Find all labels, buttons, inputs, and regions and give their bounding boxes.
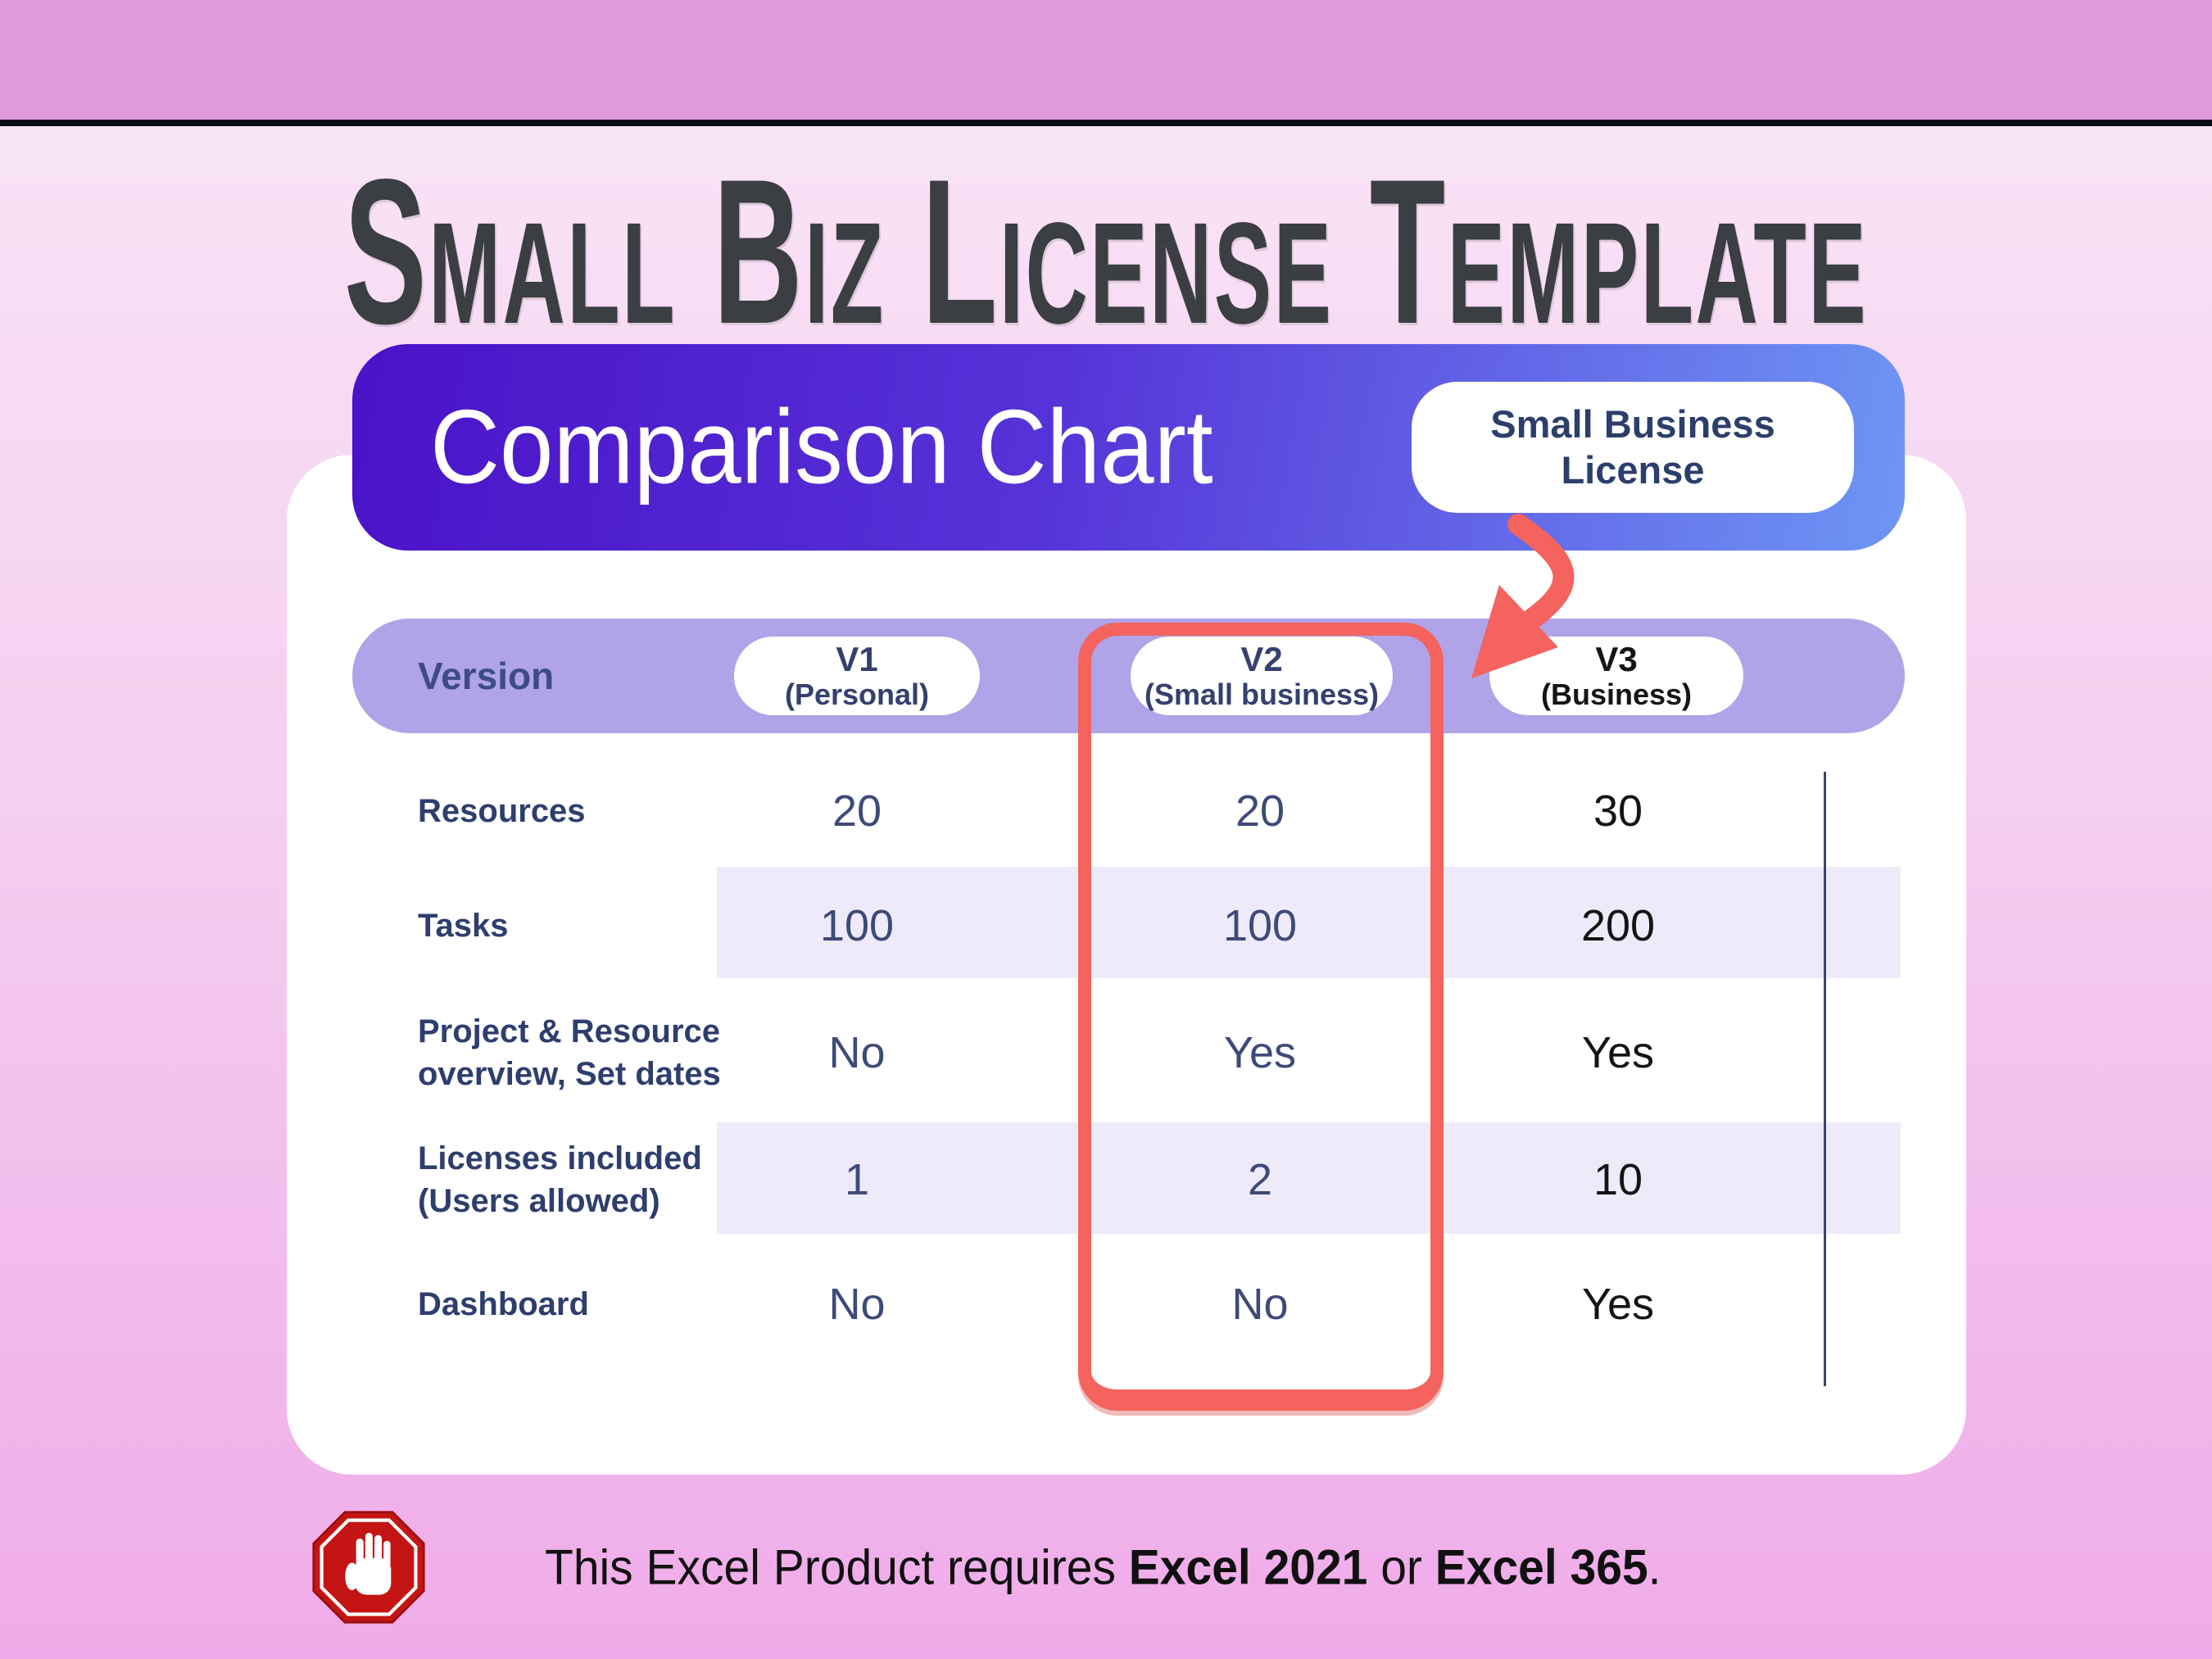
- right-separator-line: [1824, 772, 1826, 1386]
- note-text: .: [1648, 1539, 1661, 1595]
- cell-v3: 30: [1593, 786, 1643, 836]
- row-label: Licenses included (Users allowed): [418, 1140, 702, 1219]
- version-header-band: Version V1 (Personal) V2 (Small business…: [352, 619, 1905, 733]
- comparison-banner: Comparison Chart Small Business License: [352, 344, 1905, 551]
- column-subtitle: (Personal): [784, 678, 930, 712]
- excel-2021-text: Excel 2021: [1128, 1539, 1368, 1595]
- table-row: Tasks 100 100 200: [0, 868, 2212, 983]
- divider-line: [0, 120, 2212, 126]
- column-subtitle: (Business): [1540, 678, 1693, 712]
- cell-v3: 10: [1593, 1155, 1643, 1204]
- row-stripe: [717, 1122, 1901, 1234]
- row-label: Tasks: [418, 908, 509, 944]
- page-title: Small Biz License Template: [343, 137, 1869, 367]
- top-pink-band: [0, 0, 2212, 120]
- note-text: This Excel Product requires: [545, 1539, 1129, 1595]
- column-subtitle: (Small business): [1144, 678, 1380, 712]
- row-label: Project & Resource overview, Set dates: [418, 1013, 721, 1092]
- row-label: Resources: [418, 793, 586, 829]
- cell-v2: Yes: [1223, 1028, 1297, 1077]
- banner-title: Comparison Chart: [430, 388, 1213, 506]
- note-text: or: [1367, 1539, 1435, 1595]
- cell-v2: 2: [1247, 1155, 1273, 1204]
- column-version: V1: [836, 640, 878, 679]
- stop-hand-icon: [312, 1511, 425, 1624]
- cell-v2: 100: [1222, 901, 1298, 950]
- column-version: V3: [1595, 640, 1638, 679]
- column-pill-v3: V3 (Business): [1489, 637, 1743, 715]
- cell-v2: 20: [1235, 786, 1285, 836]
- table-row: Dashboard No No Yes: [0, 1247, 2212, 1362]
- version-header-label: Version: [418, 655, 555, 697]
- requirements-note: This Excel Product requires Excel 2021 o…: [545, 1539, 1661, 1596]
- table-row: Resources 20 20 30: [0, 754, 2212, 868]
- cell-v3: Yes: [1581, 1028, 1655, 1077]
- cell-v1: No: [828, 1028, 886, 1077]
- excel-365-text: Excel 365: [1435, 1539, 1648, 1595]
- cell-v2: No: [1231, 1280, 1289, 1329]
- highlight-rectangle-v2: [1078, 623, 1444, 1411]
- row-stripe: [717, 867, 1901, 978]
- row-label: Dashboard: [418, 1286, 589, 1322]
- cell-v1: 20: [832, 786, 882, 836]
- column-pill-v1: V1 (Personal): [734, 637, 980, 715]
- cell-v1: 1: [844, 1155, 870, 1204]
- cell-v1: No: [828, 1280, 886, 1329]
- table-row: Licenses included (Users allowed) 1 2 10: [0, 1122, 2212, 1237]
- small-business-license-badge: Small Business License: [1412, 382, 1854, 513]
- table-row: Project & Resource overview, Set dates N…: [0, 995, 2212, 1110]
- column-version: V2: [1240, 640, 1283, 679]
- cell-v3: 200: [1580, 901, 1656, 950]
- cell-v1: 100: [819, 901, 895, 950]
- column-pill-v2: V2 (Small business): [1131, 637, 1393, 715]
- cell-v3: Yes: [1581, 1280, 1655, 1329]
